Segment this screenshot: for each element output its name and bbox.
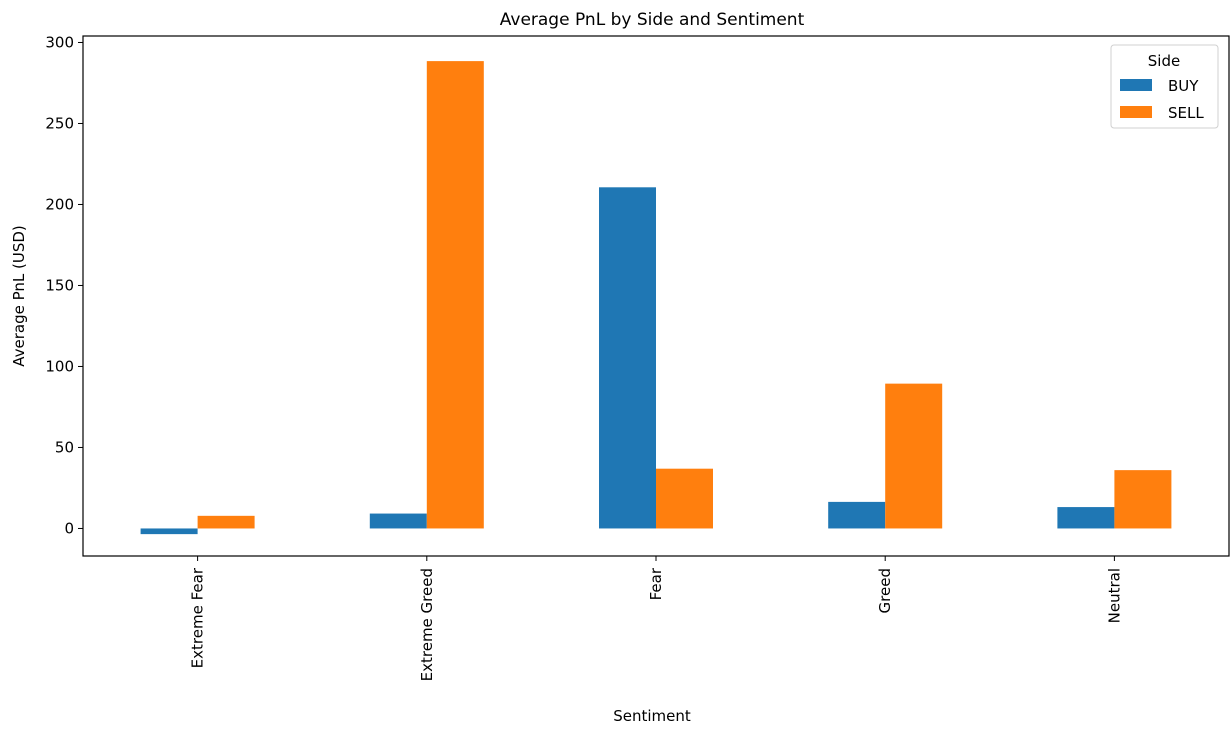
legend-swatch-sell [1120,106,1152,118]
bar-sell-extreme-fear [197,515,255,529]
x-axis-label: Sentiment [613,707,691,725]
y-tick-label: 0 [64,519,74,537]
y-tick-label: 150 [45,276,74,294]
bar-sell-greed [885,383,943,529]
legend-label-sell: SELL [1168,104,1204,122]
bar-buy-neutral [1057,507,1115,529]
bars-group [140,61,1172,535]
bar-buy-extreme-greed [369,513,427,529]
x-tick-label: Extreme Greed [418,568,436,681]
y-tick-label: 100 [45,357,74,375]
y-axis: 0 50 100 150 200 250 300 [45,33,83,537]
legend-swatch-buy [1120,79,1152,91]
bar-buy-greed [828,501,886,529]
legend-title: Side [1148,52,1180,70]
y-tick-label: 300 [45,33,74,51]
legend: Side BUY SELL [1110,44,1219,129]
x-tick-label: Neutral [1105,568,1123,623]
x-tick-label: Greed [876,568,894,613]
bar-sell-neutral [1114,470,1172,529]
bar-sell-extreme-greed [426,61,484,529]
bar-buy-fear [599,187,656,529]
bar-sell-fear [656,468,713,529]
bar-buy-extreme-fear [140,528,198,535]
y-tick-label: 50 [55,438,74,456]
chart-title: Average PnL by Side and Sentiment [500,10,805,30]
legend-label-buy: BUY [1168,77,1199,95]
x-axis: Extreme Fear Extreme Greed Fear Greed Neutra… [189,556,1123,681]
y-axis-label: Average PnL (USD) [10,225,28,367]
y-tick-label: 250 [45,114,74,132]
x-tick-label: Extreme Fear [189,567,207,668]
y-tick-label: 200 [45,195,74,213]
x-tick-label: Fear [647,567,665,600]
